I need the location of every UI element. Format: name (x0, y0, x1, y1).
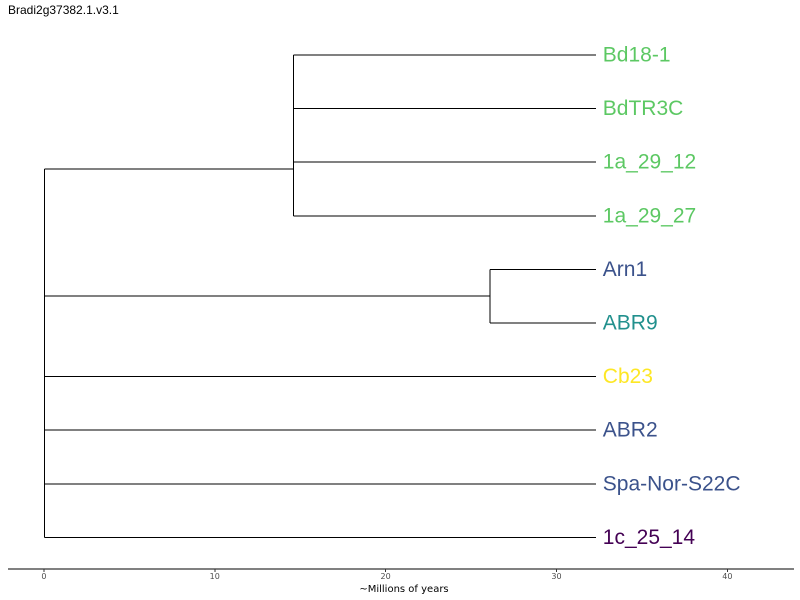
x-axis-tick-label: 0 (41, 572, 46, 581)
leaf-label: 1a_29_27 (603, 204, 696, 227)
x-axis-title: ~Millions of years (359, 584, 448, 595)
leaf-label: 1c_25_14 (603, 526, 696, 549)
leaf-label: Arn1 (603, 258, 647, 281)
leaf-label: ABR9 (603, 312, 658, 335)
leaf-label: ABR2 (603, 419, 658, 442)
x-axis-tick-label: 30 (551, 572, 561, 581)
tree-title: Bradi2g37382.1.v3.1 (8, 3, 119, 17)
x-axis-tick-label: 20 (381, 572, 391, 581)
leaf-label: Cb23 (603, 365, 653, 388)
x-axis-tick-label: 40 (722, 572, 732, 581)
x-axis-tick-label: 10 (210, 572, 220, 581)
leaf-label: Bd18-1 (603, 44, 671, 67)
leaf-label: 1a_29_12 (603, 151, 696, 174)
leaf-label: Spa-Nor-S22C (603, 472, 741, 495)
leaf-label: BdTR3C (603, 97, 684, 120)
